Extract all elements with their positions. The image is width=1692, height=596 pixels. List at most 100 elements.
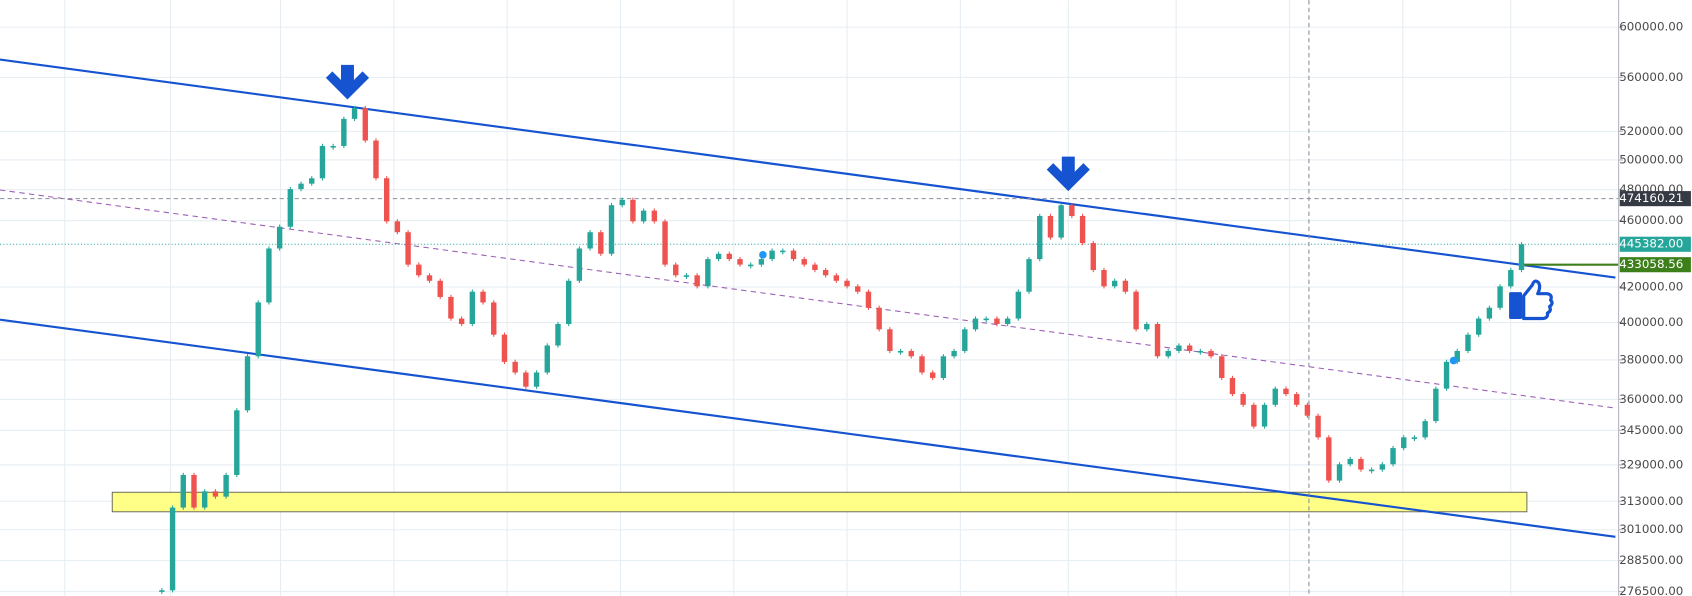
candle [416, 264, 422, 276]
y-tick-label: 313000.00 [1619, 494, 1683, 508]
candle [544, 345, 550, 373]
price-badge [1619, 257, 1691, 273]
candle [876, 307, 882, 330]
candle [512, 361, 518, 373]
candle [319, 145, 326, 179]
candle-layer [159, 105, 1525, 595]
candle [426, 275, 433, 281]
candle [234, 410, 240, 475]
candle [330, 145, 336, 148]
candle [940, 356, 947, 378]
candle [491, 302, 497, 335]
candle [159, 590, 165, 592]
candle [1240, 394, 1246, 405]
arrow-down [1046, 156, 1090, 192]
candle [1433, 388, 1439, 422]
candle [1293, 394, 1300, 405]
candle [790, 250, 797, 260]
candle [865, 291, 872, 308]
candle [833, 275, 840, 281]
candle [1508, 270, 1514, 287]
candle [394, 221, 401, 233]
candle [1465, 334, 1471, 351]
candle [1358, 458, 1364, 470]
candle [640, 210, 647, 222]
candle [619, 199, 625, 206]
candle [769, 250, 775, 260]
candle [169, 507, 176, 591]
candle [362, 108, 368, 141]
trend-line [0, 58, 1616, 279]
candle [897, 350, 904, 353]
candle [1304, 404, 1311, 416]
price-badge-label: 433058.56 [1619, 257, 1683, 271]
candle [309, 178, 315, 184]
candle [501, 334, 508, 362]
candle [533, 372, 540, 387]
candle [951, 350, 957, 357]
candle [523, 372, 529, 387]
candle [1401, 437, 1407, 449]
candle [1047, 215, 1054, 238]
candle [705, 259, 711, 287]
candle [1186, 345, 1193, 351]
candle [1122, 280, 1129, 292]
candle [469, 291, 476, 325]
candle [962, 329, 968, 351]
candle [1390, 448, 1396, 465]
candle [201, 491, 208, 508]
candle [266, 248, 272, 303]
candle [737, 259, 743, 265]
candle [683, 275, 690, 277]
candle [1261, 404, 1268, 427]
candle [1315, 415, 1321, 438]
y-tick-label: 380000.00 [1619, 352, 1683, 366]
price-axis [1618, 0, 1692, 596]
candle [437, 280, 443, 297]
candle [1251, 404, 1257, 427]
candle [1058, 205, 1064, 238]
candle [1197, 350, 1204, 353]
candle [555, 324, 561, 346]
candle [1111, 280, 1118, 287]
marker-dot [1449, 356, 1458, 365]
y-tick-label: 520000.00 [1619, 124, 1683, 138]
arrow-down [325, 64, 370, 100]
candle [1208, 350, 1214, 357]
y-tick-label: 345000.00 [1619, 423, 1683, 437]
candle [919, 356, 925, 373]
candle [1336, 464, 1343, 481]
candle [694, 275, 700, 287]
candle [1518, 244, 1525, 271]
candle [1219, 356, 1225, 378]
candle [801, 259, 807, 265]
candle [855, 286, 861, 292]
candle [1454, 350, 1460, 362]
candle [1026, 259, 1032, 292]
price-badge-label: 445382.00 [1619, 237, 1683, 251]
candle [887, 329, 893, 351]
candle [844, 280, 850, 287]
candle [598, 232, 604, 254]
candle [576, 248, 583, 281]
trend-line [0, 318, 1616, 538]
candle [1272, 388, 1278, 405]
candle [1486, 307, 1493, 319]
y-tick-label: 560000.00 [1619, 70, 1683, 84]
candle [223, 474, 229, 497]
candle [1497, 286, 1503, 308]
candle [673, 264, 679, 276]
candle [1037, 215, 1043, 260]
candle [1443, 361, 1450, 389]
candle [565, 280, 572, 325]
candle [1154, 324, 1161, 357]
candle [383, 178, 390, 222]
y-tick-label: 276500.00 [1619, 584, 1683, 596]
candle [287, 189, 294, 227]
candle [1004, 318, 1011, 325]
candle [1133, 291, 1139, 330]
price-badge-label: 474160.21 [1619, 191, 1683, 205]
candle [1176, 345, 1182, 351]
